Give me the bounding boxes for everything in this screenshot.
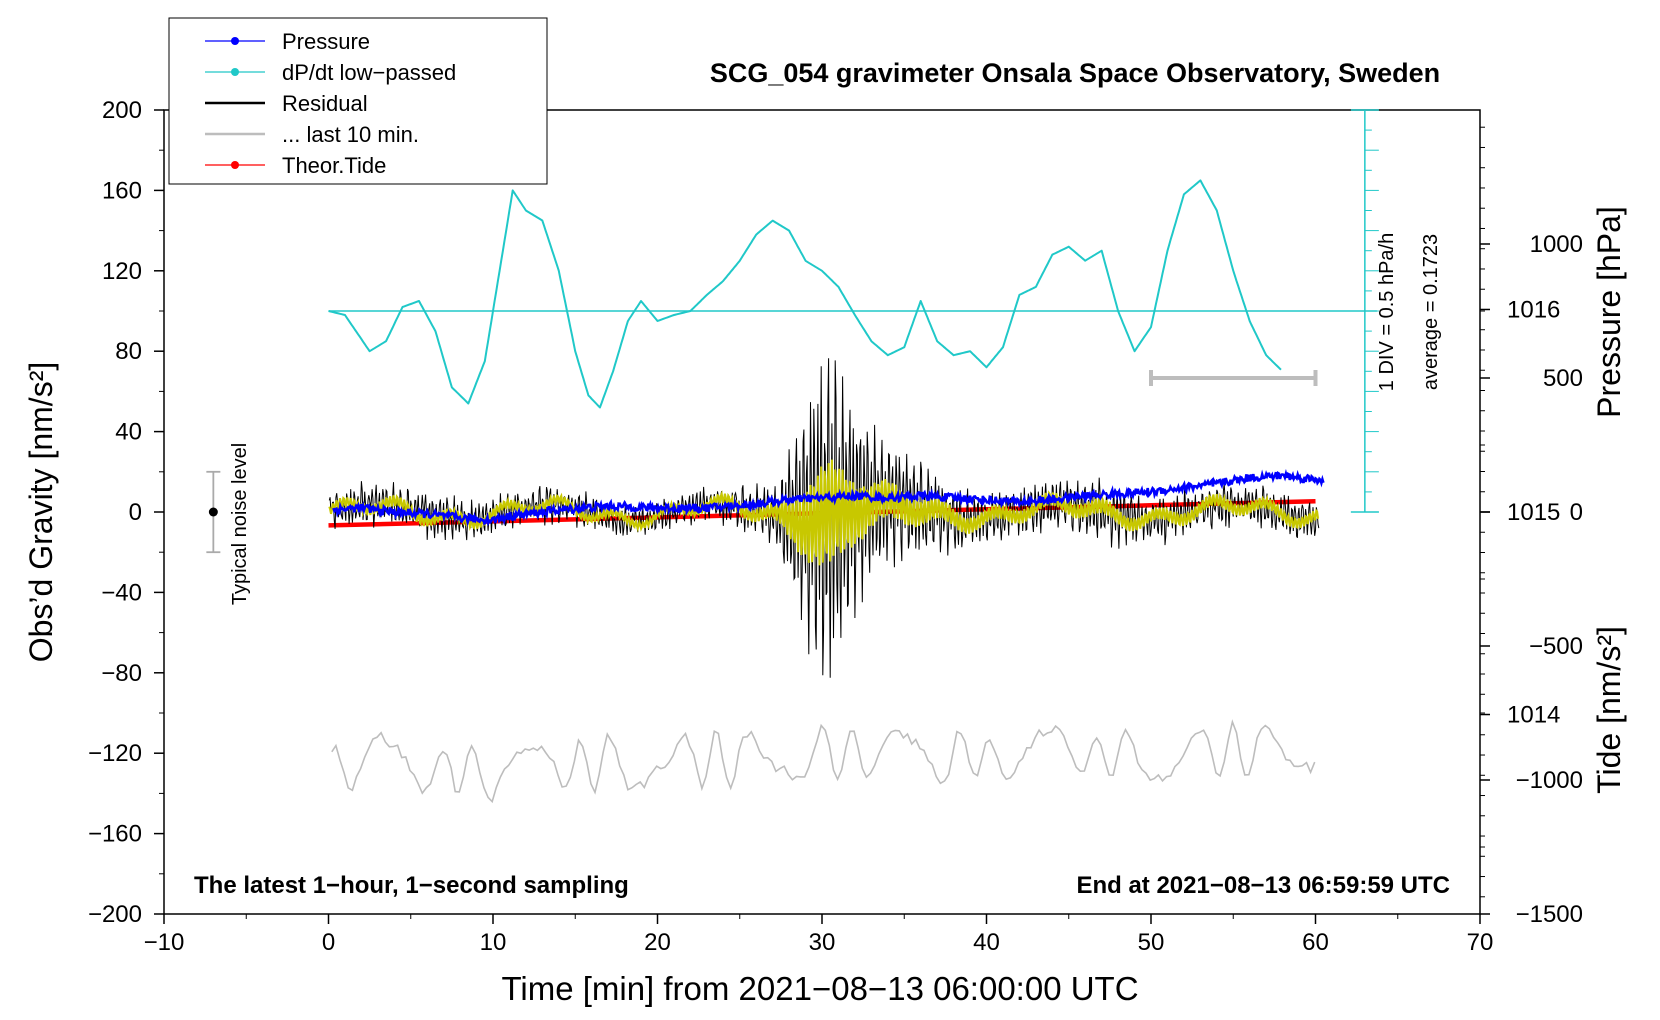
pressure-tick-label: 1014 bbox=[1507, 702, 1560, 729]
dpdt-scale-label: 1 DIV = 0.5 hPa/h bbox=[1376, 233, 1398, 391]
x-tick-label: 20 bbox=[644, 929, 671, 956]
pressure-tick-label: 1015 bbox=[1507, 499, 1560, 526]
y-tick-label: 200 bbox=[102, 97, 142, 124]
tide-tick-label: 500 bbox=[1543, 365, 1583, 392]
series-dpdt bbox=[328, 179, 1282, 409]
y-axis-gravity: −200 −160 −120 −80 −40 0 40 80 120 160 200 bbox=[88, 97, 164, 928]
tide-tick-label: 0 bbox=[1570, 499, 1583, 526]
series-last-10-min bbox=[331, 719, 1316, 804]
legend-label-last10: ... last 10 min. bbox=[282, 122, 419, 147]
noise-bar-point bbox=[208, 507, 218, 517]
y-axis-label-pressure: Pressure [hPa] bbox=[1591, 206, 1627, 418]
noise-level-label: Typical noise level bbox=[229, 443, 251, 605]
annotation-layer bbox=[206, 370, 1318, 554]
y-tick-label: 0 bbox=[129, 499, 142, 526]
tide-tick-label: −1000 bbox=[1516, 767, 1583, 794]
legend-label-dpdt: dP/dt low−passed bbox=[282, 60, 456, 85]
x-axis: −10 0 10 20 30 40 50 60 70 bbox=[144, 914, 1494, 956]
annotation-end-time: End at 2021−08−13 06:59:59 UTC bbox=[1076, 872, 1450, 899]
legend-swatch-dot bbox=[231, 161, 239, 169]
legend-label-pressure: Pressure bbox=[282, 29, 370, 54]
x-tick-label: 0 bbox=[322, 929, 335, 956]
legend-swatches bbox=[205, 37, 265, 169]
series-residual-smoothed bbox=[328, 459, 1320, 566]
y-axis-label-tide: Tide [nm/s²] bbox=[1591, 626, 1627, 794]
tide-tick-label: 1000 bbox=[1530, 231, 1583, 258]
y-tick-label: 80 bbox=[115, 338, 142, 365]
y-tick-label: 160 bbox=[102, 177, 142, 204]
annotation-sampling: The latest 1−hour, 1−second sampling bbox=[194, 872, 629, 899]
y-tick-label: −120 bbox=[88, 740, 142, 767]
dpdt-average-label: average = 0.1723 bbox=[1420, 234, 1442, 390]
x-tick-label: −10 bbox=[144, 929, 185, 956]
legend-label-tide: Theor.Tide bbox=[282, 153, 386, 178]
y-tick-label: −80 bbox=[101, 660, 142, 687]
y-tick-label: 120 bbox=[102, 258, 142, 285]
x-tick-label: 50 bbox=[1138, 929, 1165, 956]
tide-tick-label: −500 bbox=[1529, 633, 1583, 660]
x-tick-label: 60 bbox=[1302, 929, 1329, 956]
y-axis-label-gravity: Obs’d Gravity [nm/s²] bbox=[23, 362, 59, 663]
legend-box bbox=[168, 17, 548, 185]
y-tick-label: −200 bbox=[88, 901, 142, 928]
x-tick-label: 70 bbox=[1467, 929, 1494, 956]
y-tick-label: 40 bbox=[115, 419, 142, 446]
y-axis-pressure: 1014 1015 1016 bbox=[1480, 126, 1560, 898]
y-tick-label: −160 bbox=[88, 821, 142, 848]
y-tick-label: −40 bbox=[101, 579, 142, 606]
legend: Pressure dP/dt low−passed Residual ... l… bbox=[168, 17, 548, 185]
tide-tick-label: −1500 bbox=[1516, 901, 1583, 928]
chart-title: SCG_054 gravimeter Onsala Space Observat… bbox=[710, 58, 1440, 88]
pressure-tick-label: 1016 bbox=[1507, 296, 1560, 323]
legend-swatch-dot bbox=[231, 68, 239, 76]
x-tick-label: 40 bbox=[973, 929, 1000, 956]
x-tick-label: 10 bbox=[480, 929, 507, 956]
legend-swatch-dot bbox=[231, 37, 239, 45]
legend-label-residual: Residual bbox=[282, 91, 368, 116]
series-layer bbox=[328, 179, 1325, 804]
x-axis-label: Time [min] from 2021−08−13 06:00:00 UTC bbox=[501, 970, 1138, 1007]
y-axis-tide: −1500 −1000 −500 0 500 1000 bbox=[1480, 231, 1583, 928]
series-pressure bbox=[332, 468, 1325, 527]
x-tick-label: 30 bbox=[809, 929, 836, 956]
